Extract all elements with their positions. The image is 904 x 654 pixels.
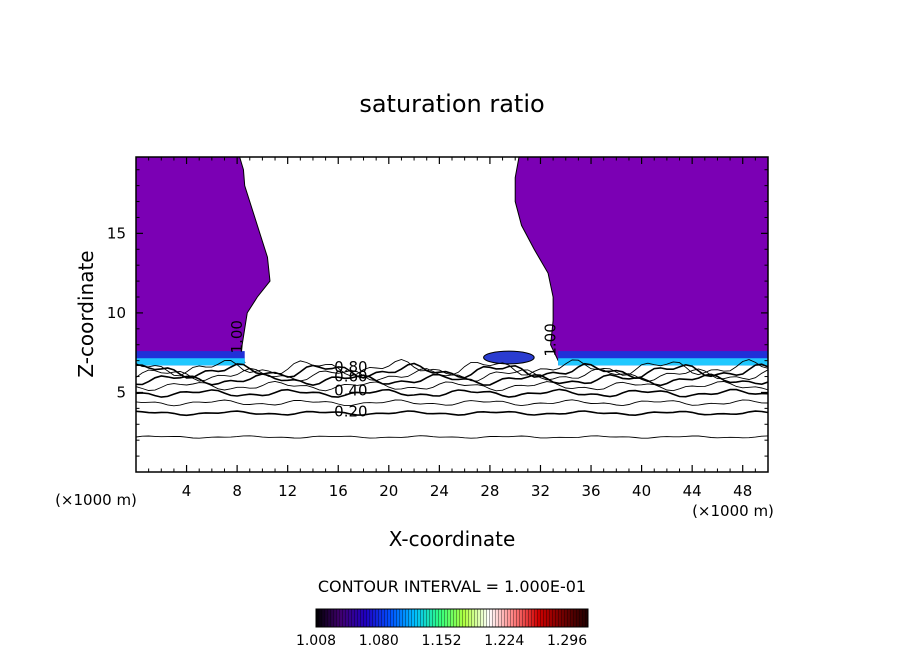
- y-axis-ticks: 5 10 15: [107, 169, 768, 457]
- cloud-region-patch: [483, 350, 535, 365]
- x-tick-label: 24: [430, 482, 449, 500]
- contour-label: 0.40: [334, 382, 367, 400]
- y-axis-label: Z-coordinate: [74, 250, 98, 377]
- x-axis-ticks: 4 8 12 16 20 24 28 32 36 40 44 48: [148, 157, 756, 500]
- colorbar-tick-label: 1.008: [296, 633, 336, 649]
- colorbar-tick-label: 1.152: [421, 633, 461, 649]
- contour-line: [136, 362, 768, 380]
- x-axis-label: X-coordinate: [389, 527, 516, 551]
- x-tick-label: 32: [531, 482, 550, 500]
- x-tick-label: 20: [379, 482, 398, 500]
- colorbar: 1.008 1.080 1.152 1.224 1.296: [296, 608, 589, 649]
- colorbar-hatch: [316, 609, 588, 627]
- y-tick-label: 15: [107, 224, 126, 242]
- contour-line: [136, 399, 768, 407]
- x-tick-label: 16: [329, 482, 348, 500]
- x-unit-label-right: (×1000 m): [692, 502, 774, 520]
- x-tick-label: 8: [232, 482, 242, 500]
- x-tick-label: 36: [581, 482, 600, 500]
- x-unit-label-left: (×1000 m): [55, 491, 137, 509]
- colorbar-frame: [315, 608, 589, 628]
- cloud-region-right: [514, 157, 768, 366]
- colorbar-tick-label: 1.080: [359, 633, 399, 649]
- contour-labels: 0.20 0.400.600.80 1.00 1.00: [228, 320, 559, 420]
- contour-label: 1.00: [228, 320, 246, 353]
- y-tick-label: 5: [116, 383, 126, 401]
- colorbar-tick-label: 1.224: [484, 633, 524, 649]
- contour-label: 0.20: [334, 402, 367, 420]
- contour-interval-label: CONTOUR INTERVAL = 1.000E-01: [318, 577, 586, 596]
- contour-line: [136, 359, 768, 377]
- contour-line: [136, 410, 768, 417]
- contour-lines: [136, 359, 768, 439]
- contour-line: [136, 380, 768, 392]
- contour-line: [136, 435, 768, 439]
- chart-title: saturation ratio: [359, 90, 544, 118]
- colorbar-tick-label: 1.296: [547, 633, 587, 649]
- colorbar-tick-labels: 1.008 1.080 1.152 1.224 1.296: [296, 633, 587, 649]
- contour-label: 0.60: [334, 367, 367, 385]
- y-tick-label: 10: [107, 304, 126, 322]
- contour-line: [136, 388, 768, 398]
- x-tick-label: 44: [683, 482, 702, 500]
- cloud-base-edge-left: [136, 358, 245, 366]
- cloud-region-left: [136, 157, 271, 366]
- x-tick-label: 40: [632, 482, 651, 500]
- x-tick-label: 4: [182, 482, 192, 500]
- contour-line: [136, 373, 768, 387]
- cloud-base-edge-right: [558, 358, 768, 366]
- contour-label: 1.00: [542, 323, 560, 356]
- saturation-field: [136, 157, 768, 366]
- contour-label: 0.80: [334, 358, 367, 376]
- x-tick-label: 12: [278, 482, 297, 500]
- x-tick-label: 28: [480, 482, 499, 500]
- x-tick-label: 48: [733, 482, 752, 500]
